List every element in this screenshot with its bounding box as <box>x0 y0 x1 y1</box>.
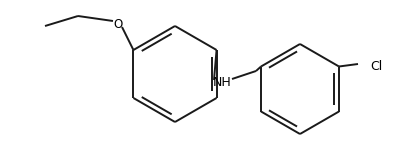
Text: O: O <box>113 18 123 30</box>
Text: Cl: Cl <box>370 59 382 73</box>
Text: NH: NH <box>213 75 231 89</box>
